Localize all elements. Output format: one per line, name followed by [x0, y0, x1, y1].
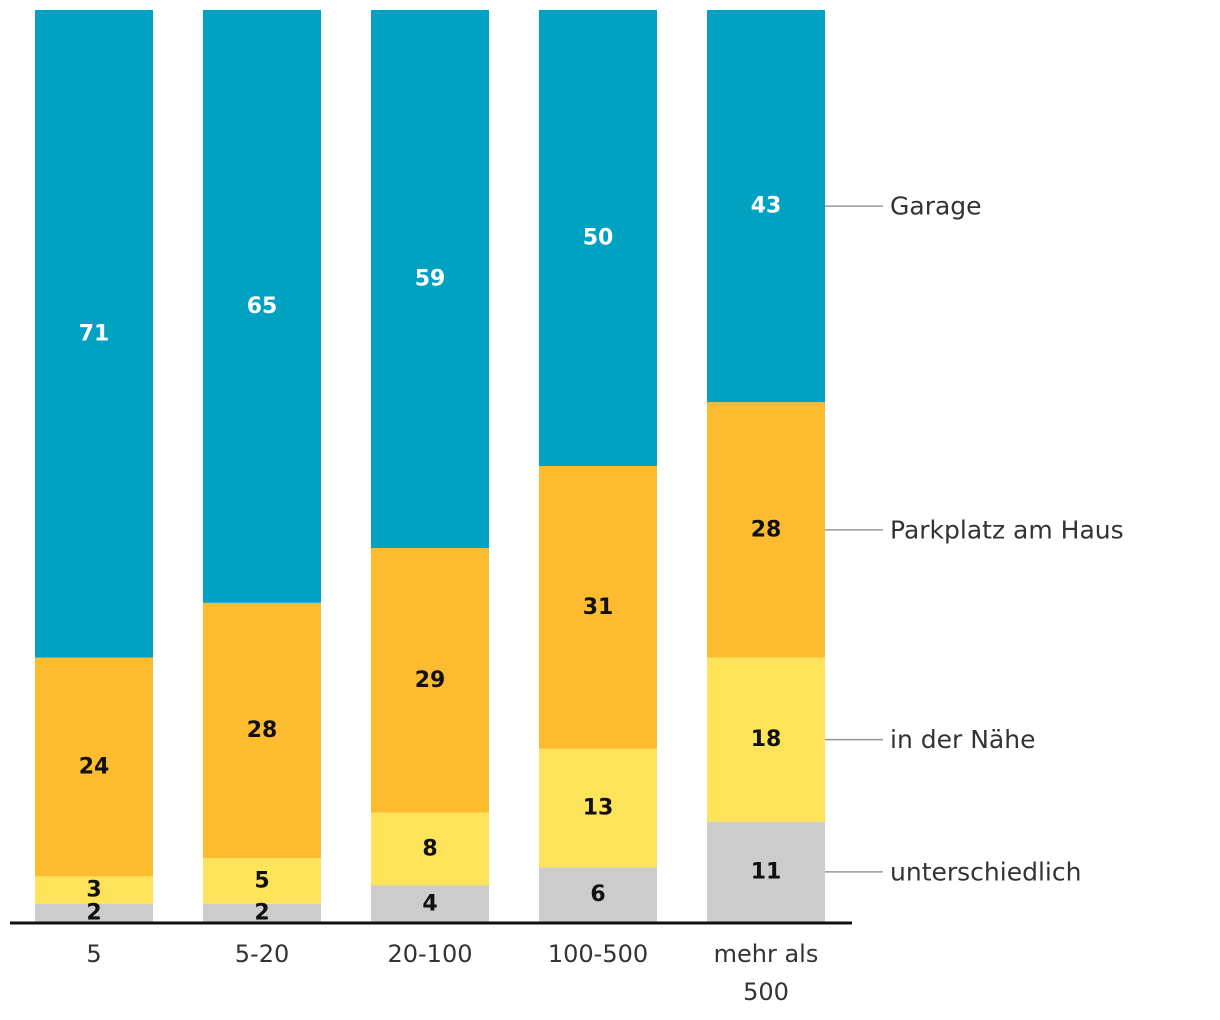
bar-segment-3-2 [371, 812, 489, 886]
bar-segment-3-1 [371, 885, 489, 922]
value-label-2-4: 65 [247, 294, 278, 319]
value-label-1-1: 2 [86, 900, 101, 925]
value-label-2-2: 5 [254, 868, 269, 893]
value-label-5-2: 18 [751, 727, 782, 752]
bar-segment-5-4 [707, 10, 825, 403]
bar-segment-2-1 [203, 903, 321, 922]
bar-segment-4-2 [539, 748, 657, 868]
value-label-5-3: 28 [751, 517, 782, 542]
legend-label-1: unterschiedlich [890, 857, 1081, 886]
x-tick-label-5-line-1: mehr als [714, 940, 819, 968]
value-label-5-4: 43 [751, 194, 782, 219]
bar-segment-1-3 [35, 657, 153, 877]
bar-segment-5-2 [707, 657, 825, 822]
x-tick-label-1: 5 [86, 940, 101, 968]
bar-segment-1-4 [35, 10, 153, 658]
legend-label-4: Garage [890, 192, 982, 221]
x-tick-label-3: 20-100 [387, 940, 472, 968]
bar-segment-4-3 [539, 466, 657, 749]
value-label-2-1: 2 [254, 900, 269, 925]
bar-segment-5-3 [707, 402, 825, 658]
bars-layer [35, 10, 825, 922]
value-label-1-4: 71 [79, 321, 110, 346]
bar-segment-3-4 [371, 10, 489, 549]
bar-segment-4-4 [539, 10, 657, 466]
value-label-4-2: 13 [583, 796, 614, 821]
value-label-1-2: 3 [86, 878, 101, 903]
bar-segment-1-2 [35, 876, 153, 904]
legend: unterschiedlich in der Nähe Parkplatz am H… [825, 192, 1124, 886]
x-tick-label-2: 5-20 [235, 940, 289, 968]
bar-segment-5-1 [707, 821, 825, 922]
bar-segment-2-3 [203, 602, 321, 859]
value-label-3-1: 4 [422, 891, 437, 916]
legend-label-3: Parkplatz am Haus [890, 515, 1124, 544]
value-label-4-1: 6 [590, 882, 605, 907]
value-label-3-2: 8 [422, 837, 437, 862]
value-label-1-3: 24 [79, 754, 110, 779]
value-label-2-3: 28 [247, 718, 278, 743]
bar-segment-2-2 [203, 858, 321, 904]
x-tick-label-5-line-2: 500 [743, 978, 789, 1006]
x-tick-label-4: 100-500 [548, 940, 648, 968]
bar-segment-3-3 [371, 548, 489, 813]
bar-segment-1-1 [35, 903, 153, 922]
value-label-5-1: 11 [751, 859, 782, 884]
value-label-4-4: 50 [583, 226, 614, 251]
value-label-3-4: 59 [415, 267, 446, 292]
x-tick-labels-layer: 5 5-20 20-100 100-500 mehr als 500 [86, 940, 818, 1006]
value-label-3-3: 29 [415, 668, 446, 693]
value-label-4-3: 31 [583, 595, 614, 620]
bar-segment-4-1 [539, 867, 657, 922]
legend-label-2: in der Nähe [890, 725, 1035, 754]
bar-segment-2-4 [203, 10, 321, 603]
